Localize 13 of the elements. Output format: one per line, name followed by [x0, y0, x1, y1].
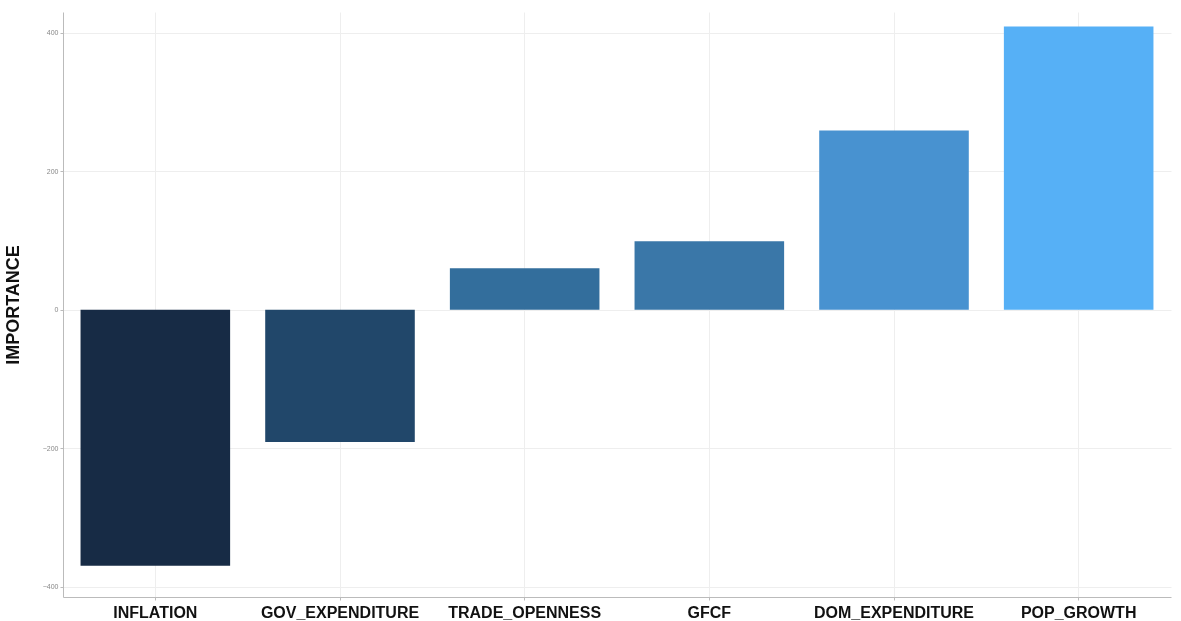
bar — [80, 309, 231, 566]
bar — [265, 309, 415, 442]
x-tick-label: INFLATION — [113, 603, 198, 621]
x-tick-label: POP_GROWTH — [1020, 603, 1137, 621]
x-tick-label: TRADE_OPENNESS — [448, 603, 602, 621]
bar — [819, 130, 969, 310]
x-tick-label: GFCF — [687, 603, 732, 621]
y-axis-title: IMPORTANCE — [2, 245, 23, 365]
x-tick-label: DOM_EXPENDITURE — [813, 603, 975, 621]
bar — [449, 268, 600, 310]
x-tick-label: GOV_EXPENDITURE — [260, 603, 420, 621]
bar — [634, 241, 785, 310]
bar — [1003, 26, 1154, 310]
